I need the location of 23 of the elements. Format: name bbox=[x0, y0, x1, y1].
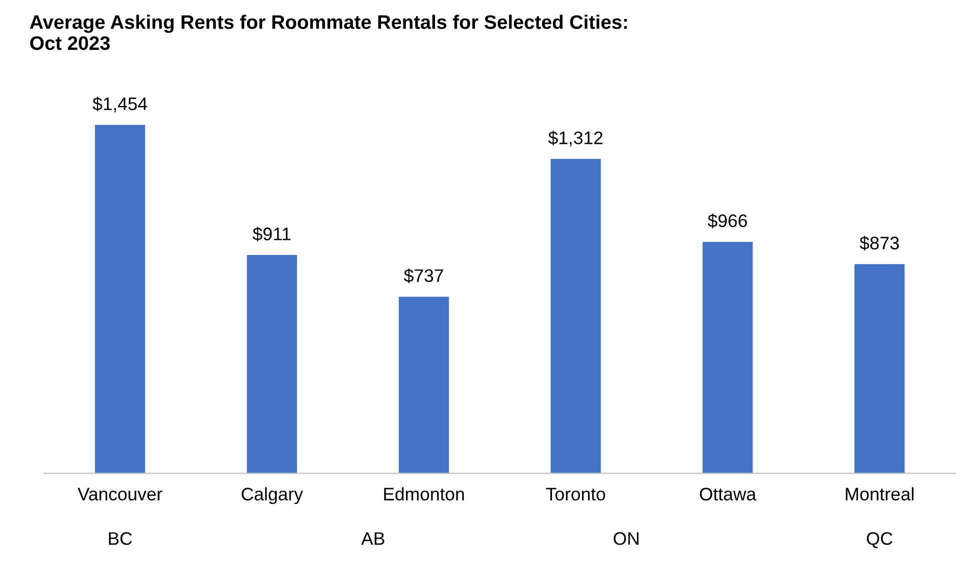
chart-title: Average Asking Rents for Roommate Rentals for Selected Cities: Oct 2023 bbox=[30, 14, 627, 50]
text: BC bbox=[108, 532, 132, 545]
data-label: $873 bbox=[860, 236, 899, 251]
bar bbox=[398, 296, 449, 474]
x-tick-label: Vancouver bbox=[78, 488, 162, 500]
x-tick-label: Montreal bbox=[846, 487, 914, 500]
data-label: $1,312 bbox=[548, 130, 602, 146]
bar bbox=[550, 158, 601, 474]
data-label: $737 bbox=[404, 268, 444, 284]
text: QC bbox=[866, 532, 892, 548]
x-tick-label: Toronto bbox=[546, 488, 606, 500]
bar bbox=[702, 242, 753, 474]
data-label: $911 bbox=[252, 226, 290, 242]
text: ON bbox=[614, 532, 638, 545]
data-label: $966 bbox=[708, 214, 747, 228]
x-tick-label: Edmonton bbox=[384, 487, 464, 500]
bar bbox=[246, 255, 298, 474]
x-tick-label: Calgary bbox=[242, 487, 304, 504]
text: AB bbox=[361, 532, 384, 545]
data-label: $1,454 bbox=[92, 96, 148, 112]
bar bbox=[94, 124, 146, 474]
bar bbox=[854, 264, 905, 474]
x-tick-label: Ottawa bbox=[700, 488, 756, 500]
